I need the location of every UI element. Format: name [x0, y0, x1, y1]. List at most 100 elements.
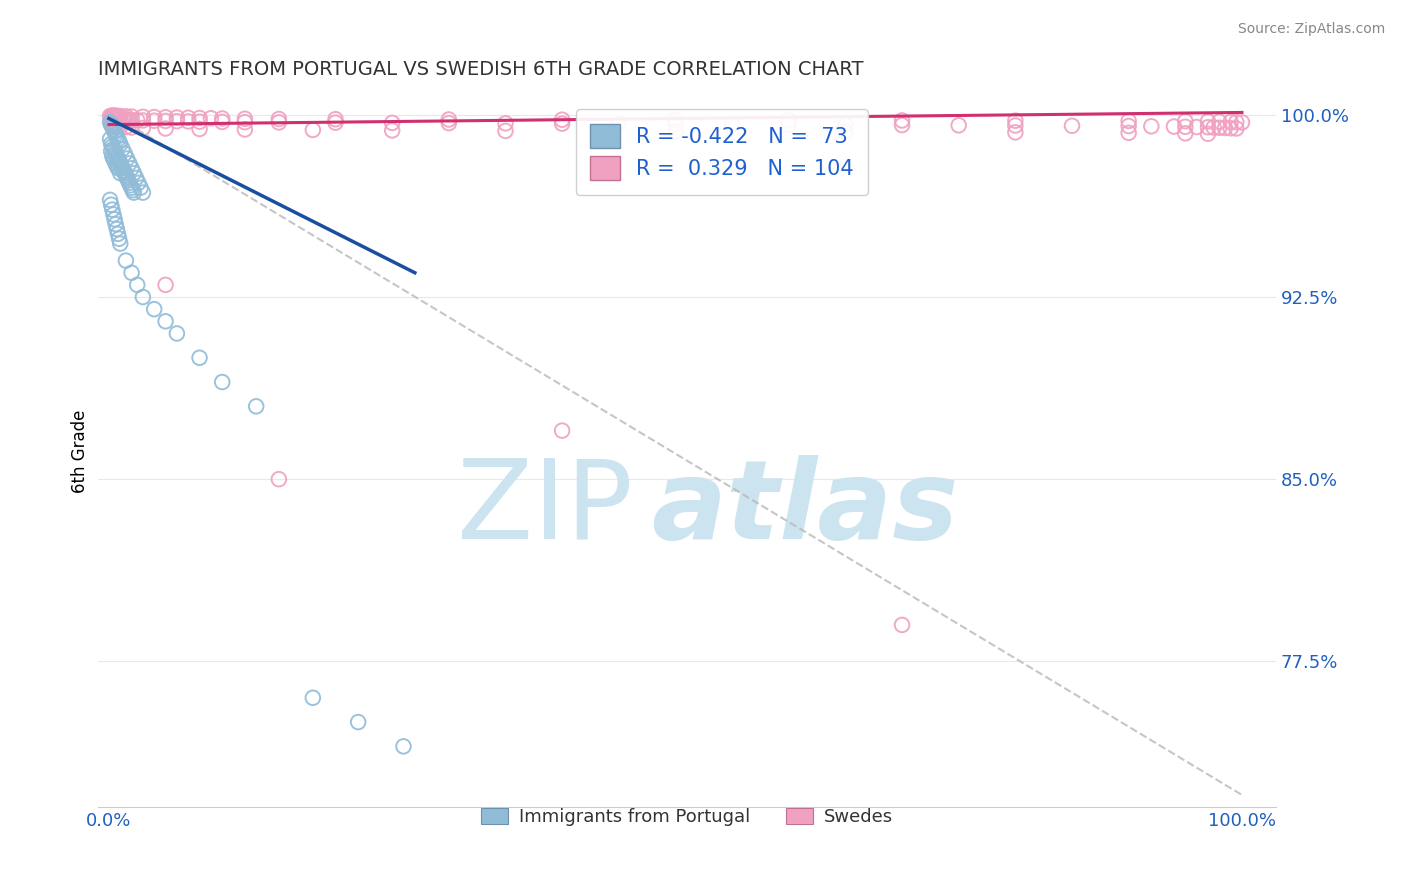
Point: [1004, 125, 1026, 139]
Point: [1004, 119, 1026, 133]
Point: [114, 166, 136, 180]
Point: [104, 111, 127, 125]
Point: [1197, 127, 1219, 141]
Point: [132, 113, 155, 128]
Point: [1219, 121, 1241, 136]
Point: [1213, 120, 1236, 135]
Point: [103, 109, 125, 123]
Text: IMMIGRANTS FROM PORTUGAL VS SWEDISH 6TH GRADE CORRELATION CHART: IMMIGRANTS FROM PORTUGAL VS SWEDISH 6TH …: [97, 60, 863, 78]
Point: [166, 114, 188, 128]
Point: [1174, 126, 1197, 140]
Point: [121, 180, 143, 194]
Point: [118, 176, 141, 190]
Point: [107, 132, 129, 146]
Point: [112, 163, 135, 178]
Point: [108, 232, 131, 246]
Point: [121, 161, 143, 176]
Point: [103, 145, 125, 159]
Point: [100, 198, 122, 212]
Point: [101, 120, 124, 134]
Point: [495, 116, 517, 130]
Point: [110, 109, 132, 123]
Point: [115, 152, 138, 166]
Point: [100, 118, 122, 132]
Point: [103, 154, 125, 169]
Point: [177, 114, 200, 128]
Point: [1225, 115, 1247, 129]
Legend: Immigrants from Portugal, Swedes: Immigrants from Portugal, Swedes: [474, 801, 900, 834]
Point: [143, 302, 166, 317]
Point: [302, 690, 325, 705]
Point: [121, 110, 143, 124]
Point: [103, 207, 125, 221]
Point: [103, 110, 125, 124]
Point: [132, 290, 155, 304]
Point: [891, 118, 914, 132]
Point: [381, 123, 404, 137]
Point: [1208, 114, 1230, 128]
Point: [177, 111, 200, 125]
Point: [103, 118, 125, 132]
Point: [127, 113, 149, 128]
Point: [104, 119, 127, 133]
Point: [1197, 114, 1219, 128]
Point: [437, 112, 460, 127]
Point: [132, 186, 155, 200]
Point: [107, 112, 129, 126]
Point: [98, 115, 121, 129]
Point: [110, 236, 132, 251]
Point: [132, 110, 155, 124]
Point: [103, 212, 125, 227]
Point: [115, 112, 138, 127]
Point: [166, 111, 188, 125]
Point: [891, 618, 914, 632]
Point: [121, 183, 143, 197]
Point: [105, 159, 128, 173]
Point: [267, 115, 290, 129]
Point: [98, 132, 121, 146]
Point: [1174, 114, 1197, 128]
Point: [100, 136, 122, 151]
Point: [110, 120, 132, 134]
Point: [1174, 120, 1197, 134]
Point: [1140, 120, 1163, 134]
Point: [778, 118, 800, 132]
Point: [607, 117, 630, 131]
Point: [104, 128, 127, 142]
Point: [1163, 120, 1185, 134]
Point: [111, 112, 134, 126]
Point: [108, 154, 131, 169]
Point: [325, 112, 347, 127]
Point: [110, 166, 132, 180]
Point: [1197, 120, 1219, 135]
Point: [245, 400, 267, 414]
Text: ZIP: ZIP: [457, 455, 633, 562]
Point: [948, 118, 970, 132]
Point: [233, 115, 256, 129]
Point: [200, 112, 222, 126]
Point: [115, 109, 138, 123]
Point: [325, 115, 347, 129]
Point: [101, 110, 124, 124]
Point: [101, 108, 124, 122]
Point: [122, 186, 145, 200]
Point: [664, 124, 686, 138]
Point: [98, 109, 121, 123]
Point: [105, 109, 128, 123]
Point: [111, 142, 134, 156]
Point: [1230, 115, 1253, 129]
Point: [233, 122, 256, 136]
Point: [107, 152, 129, 166]
Point: [127, 277, 149, 292]
Point: [1118, 114, 1140, 128]
Point: [834, 118, 856, 132]
Point: [132, 120, 155, 135]
Point: [155, 121, 177, 136]
Point: [188, 122, 211, 136]
Point: [891, 113, 914, 128]
Point: [120, 178, 142, 193]
Point: [107, 161, 129, 176]
Point: [101, 139, 124, 153]
Point: [104, 156, 127, 170]
Point: [1185, 120, 1208, 134]
